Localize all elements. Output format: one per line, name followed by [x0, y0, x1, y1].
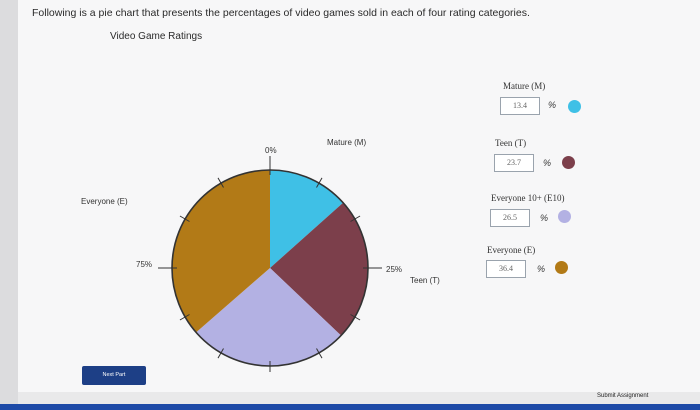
label-teen-on-chart: Teen (T) [410, 276, 440, 285]
chart-title: Video Game Ratings [110, 31, 203, 42]
pie-tick [179, 215, 190, 222]
pie-tick [350, 215, 361, 222]
color-swatch-teen[interactable] [562, 156, 575, 169]
percent-input-everyone-10[interactable]: 26.5 [490, 209, 530, 227]
input-label-everyone-10: Everyone 10+ (E10) [491, 193, 565, 203]
color-swatch-everyone[interactable] [555, 261, 568, 274]
bottom-bar [0, 404, 700, 410]
pie-tick [217, 348, 224, 359]
label-25-percent: 25% [386, 265, 403, 274]
percent-input-mature[interactable]: 13.4 [500, 97, 540, 115]
label-mature-on-chart: Mature (M) [327, 138, 367, 147]
percent-sign-teen: % [543, 158, 552, 168]
input-label-mature: Mature (M) [503, 81, 546, 91]
percent-sign-everyone: % [537, 264, 546, 274]
pie-tick [179, 314, 190, 321]
color-swatch-everyone-10[interactable] [558, 210, 571, 223]
assignment-sheet [18, 0, 700, 392]
percent-input-everyone[interactable]: 36.4 [486, 260, 526, 278]
label-0-percent: 0% [265, 146, 277, 155]
input-label-everyone: Everyone (E) [487, 245, 536, 255]
next-part-button[interactable]: Next Part [82, 366, 146, 385]
pie-tick [316, 177, 323, 188]
question-text: Following is a pie chart that presents t… [32, 7, 530, 19]
submit-assignment-button[interactable]: Submit Assignment [597, 393, 649, 399]
label-75-percent: 75% [136, 260, 153, 269]
label-everyone-on-chart: Everyone (E) [81, 197, 128, 206]
left-page-edge [0, 0, 18, 404]
percent-input-teen[interactable]: 23.7 [494, 154, 534, 172]
pie-tick [316, 348, 323, 359]
pie-slice-mature-m [270, 170, 344, 268]
pie-slice-everyone-10-e10 [196, 268, 342, 367]
pie-tick [217, 177, 224, 188]
percent-sign-mature: % [548, 100, 557, 110]
pie-slice-everyone-e [172, 170, 270, 333]
color-swatch-mature[interactable] [568, 100, 581, 113]
pie-slice-teen-t [270, 202, 368, 336]
pie-tick [350, 314, 361, 321]
percent-sign-everyone-10: % [540, 213, 549, 223]
input-label-teen: Teen (T) [495, 138, 527, 148]
